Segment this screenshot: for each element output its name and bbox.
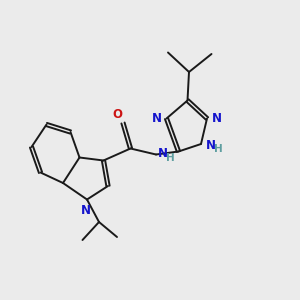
Text: H: H (166, 153, 175, 163)
Text: N: N (206, 139, 215, 152)
Text: N: N (212, 112, 221, 125)
Text: N: N (158, 146, 167, 160)
Text: N: N (80, 204, 91, 217)
Text: N: N (152, 112, 162, 125)
Text: O: O (112, 108, 123, 121)
Text: H: H (214, 144, 222, 154)
